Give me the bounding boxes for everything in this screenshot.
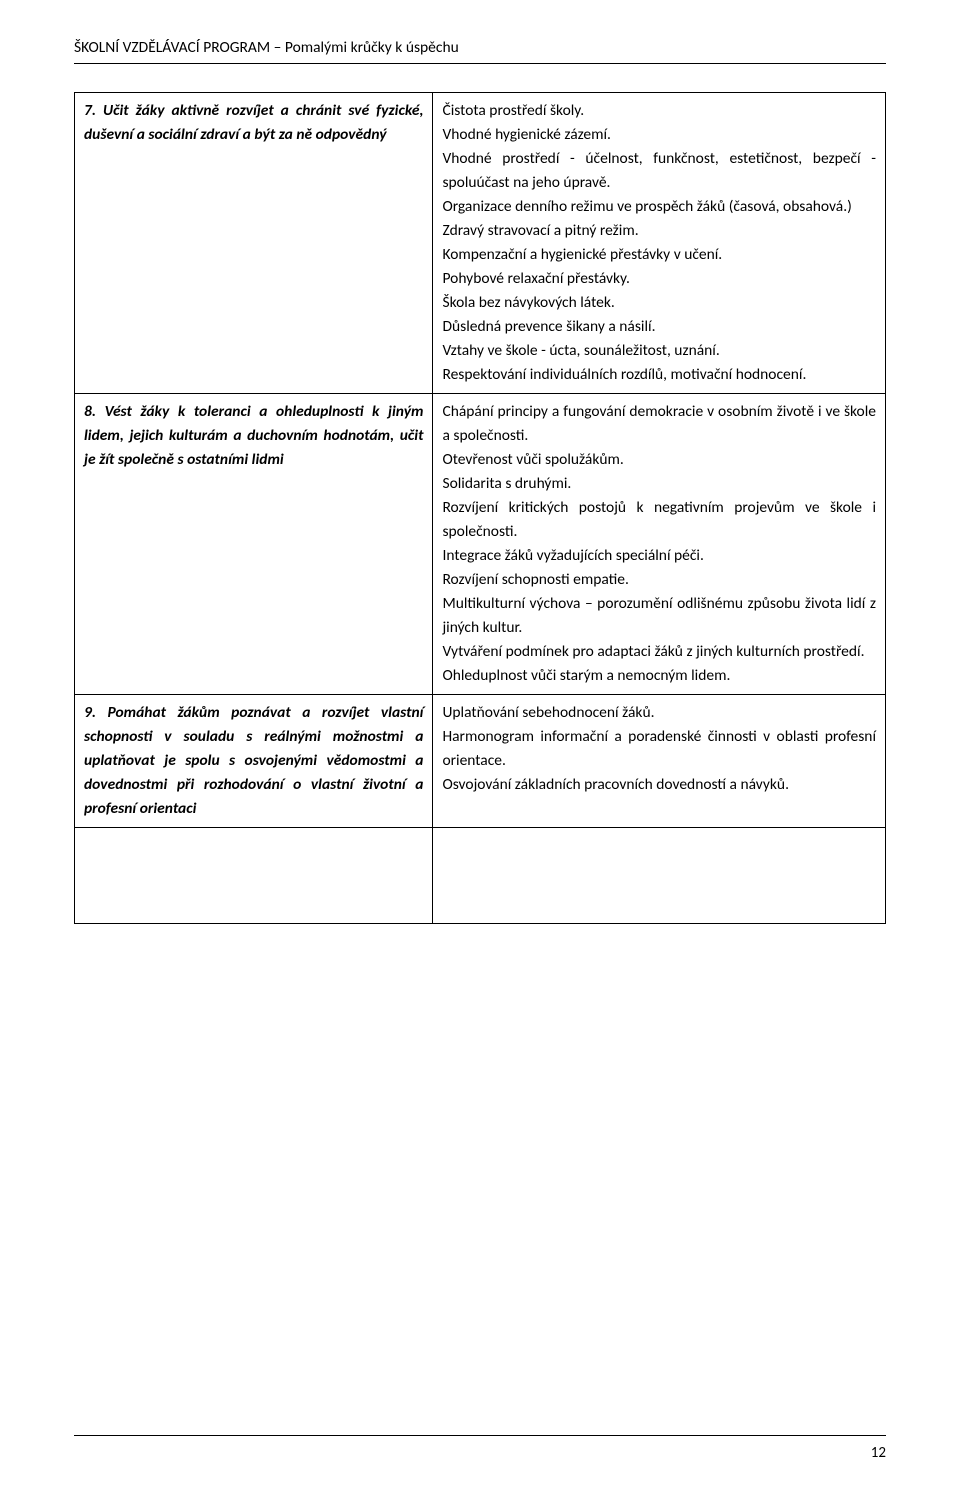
detail-cell: Uplatňování sebehodnocení žáků.Harmonogr… — [433, 695, 886, 828]
table-row: 7. Učit žáky aktivně rozvíjet a chránit … — [75, 93, 886, 394]
page-header: ŠKOLNÍ VZDĚLÁVACÍ PROGRAM – Pomalými krů… — [74, 38, 886, 64]
table-row: 9. Pomáhat žákům poznávat a rozvíjet vla… — [75, 695, 886, 828]
empty-cell — [75, 828, 433, 924]
table-row-empty — [75, 828, 886, 924]
content-table: 7. Učit žáky aktivně rozvíjet a chránit … — [74, 92, 886, 924]
detail-cell: Chápání principy a fungování demokracie … — [433, 394, 886, 695]
table-row: 8. Vést žáky k toleranci a ohleduplnosti… — [75, 394, 886, 695]
page-number: 12 — [871, 1444, 886, 1462]
detail-cell: Čistota prostředí školy.Vhodné hygienick… — [433, 93, 886, 394]
goal-cell: 7. Učit žáky aktivně rozvíjet a chránit … — [75, 93, 433, 394]
goal-cell: 8. Vést žáky k toleranci a ohleduplnosti… — [75, 394, 433, 695]
empty-cell — [433, 828, 886, 924]
footer-divider — [74, 1435, 886, 1436]
goal-cell: 9. Pomáhat žákům poznávat a rozvíjet vla… — [75, 695, 433, 828]
